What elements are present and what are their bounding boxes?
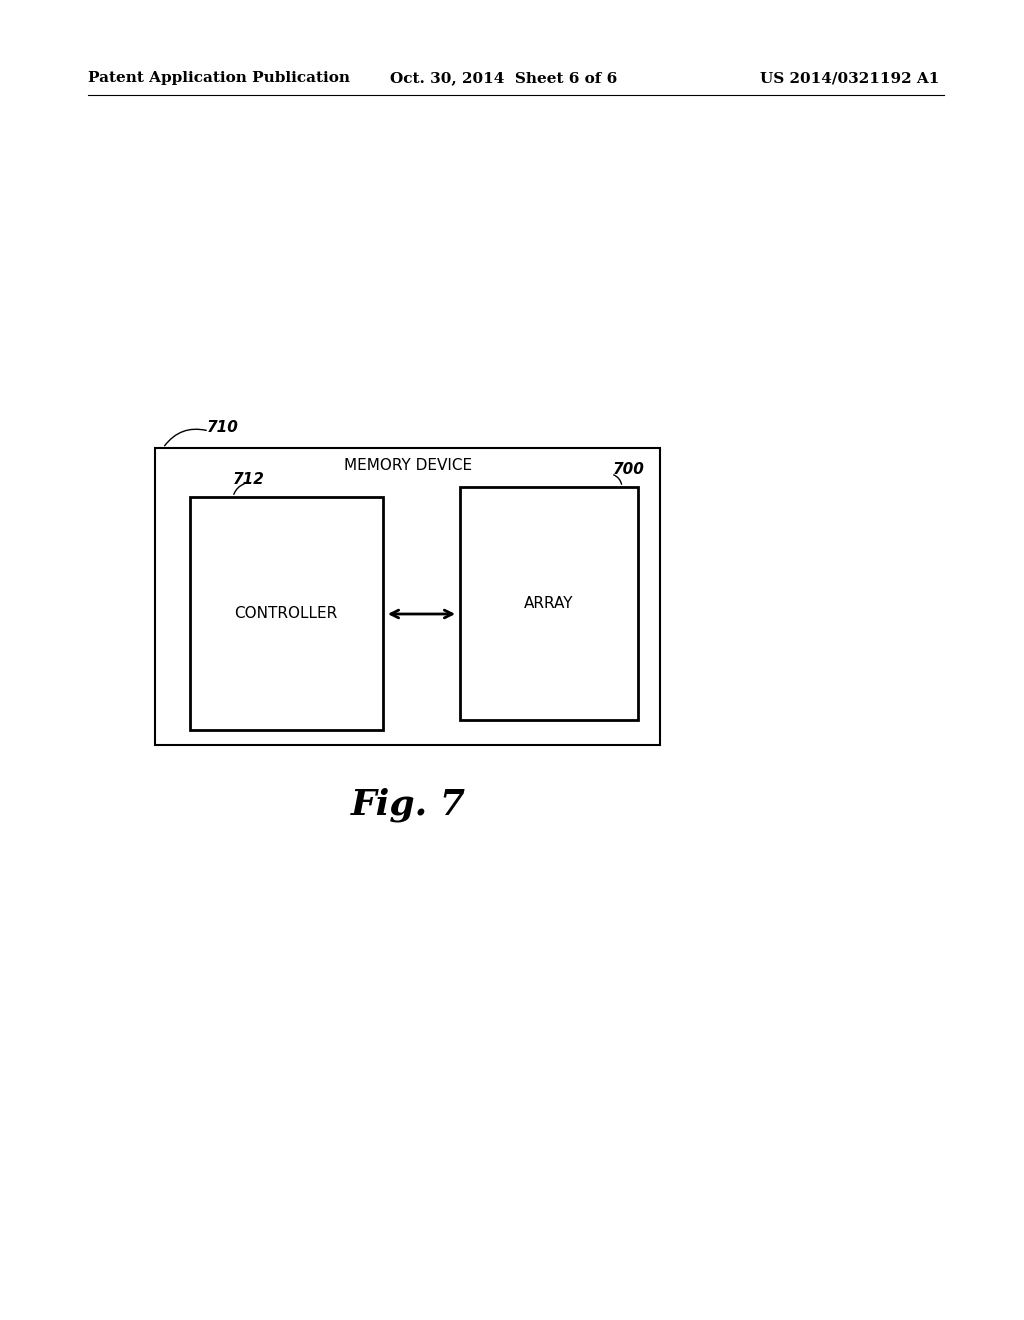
Text: 710: 710 [207,420,239,434]
Bar [190,498,383,730]
Text: Fig. 7: Fig. 7 [350,788,466,822]
Text: CONTROLLER: CONTROLLER [234,606,338,622]
Bar [460,487,638,719]
Text: 712: 712 [233,473,265,487]
Text: US 2014/0321192 A1: US 2014/0321192 A1 [760,71,939,84]
Text: 700: 700 [613,462,645,477]
Text: ARRAY: ARRAY [524,597,573,611]
Text: Patent Application Publication: Patent Application Publication [88,71,350,84]
Text: MEMORY DEVICE: MEMORY DEVICE [344,458,472,474]
Bar [155,447,660,744]
Text: Oct. 30, 2014  Sheet 6 of 6: Oct. 30, 2014 Sheet 6 of 6 [390,71,617,84]
